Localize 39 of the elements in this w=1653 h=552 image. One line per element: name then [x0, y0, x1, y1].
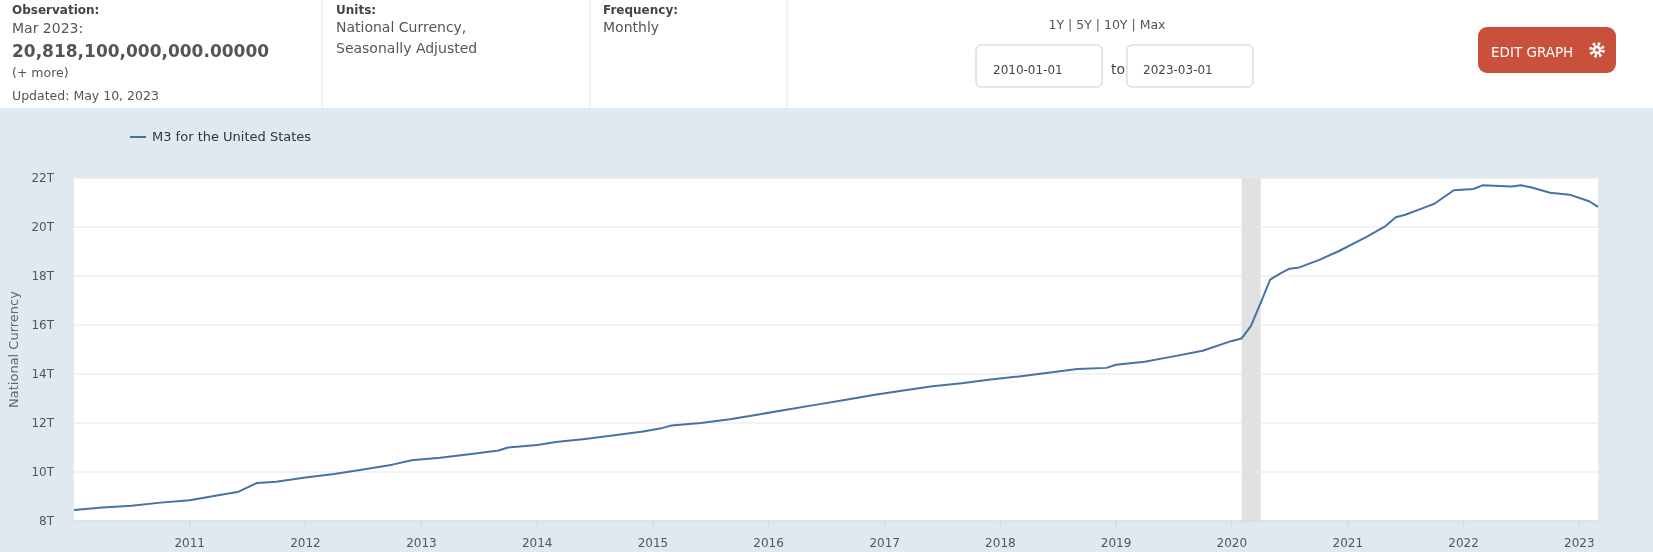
x-tick-label: 2017 — [869, 535, 900, 550]
text: Observation: — [12, 2, 100, 17]
text: EDIT GRAPH — [1491, 44, 1574, 60]
text: Seasonally Adjusted — [336, 40, 478, 56]
text: Frequency: — [603, 2, 679, 17]
line-series — [73, 184, 1599, 511]
x-tick-label: 2018 — [985, 535, 1016, 550]
x-tick-label: 2019 — [1100, 535, 1132, 550]
text: 1Y | 5Y | 10Y | Max — [1048, 16, 1166, 32]
x-tick-label: 2012 — [290, 535, 321, 550]
text: 20,818,100,000,000.00000 — [12, 41, 270, 61]
text: Monthly — [603, 19, 660, 35]
x-tick-label: 2013 — [406, 535, 437, 550]
y-tick-label: 12T — [31, 415, 55, 430]
x-tick-label: 2015 — [637, 535, 669, 550]
y-axis-title: National Currency — [5, 290, 21, 408]
text: to — [1111, 61, 1126, 77]
y-tick-label: 22T — [31, 170, 55, 185]
text: Mar 2023: — [12, 20, 84, 36]
x-tick-label: 2020 — [1216, 535, 1248, 550]
text: (+ more) — [12, 64, 69, 80]
text: National Currency, — [336, 19, 467, 35]
x-tick-label: 2022 — [1448, 535, 1479, 550]
text: Updated: May 10, 2023 — [12, 87, 159, 103]
y-tick-label: 10T — [31, 464, 55, 479]
x-tick-label: 2016 — [753, 535, 784, 550]
x-tick-label: 2021 — [1332, 535, 1364, 550]
y-tick-label: 20T — [31, 219, 55, 234]
x-tick-label: 2011 — [174, 535, 205, 550]
y-tick-label: 16T — [31, 317, 55, 332]
y-tick-label: 14T — [31, 366, 55, 381]
text: 2023-03-01 — [1143, 62, 1213, 77]
legend-label: M3 for the United States — [152, 128, 312, 144]
text: Units: — [336, 2, 377, 17]
x-tick-label: 2023 — [1564, 535, 1595, 550]
text: 2010-01-01 — [993, 62, 1063, 77]
y-tick-label: 18T — [31, 268, 55, 283]
y-tick-label: 8T — [39, 513, 55, 528]
x-tick-label: 2014 — [521, 535, 553, 550]
